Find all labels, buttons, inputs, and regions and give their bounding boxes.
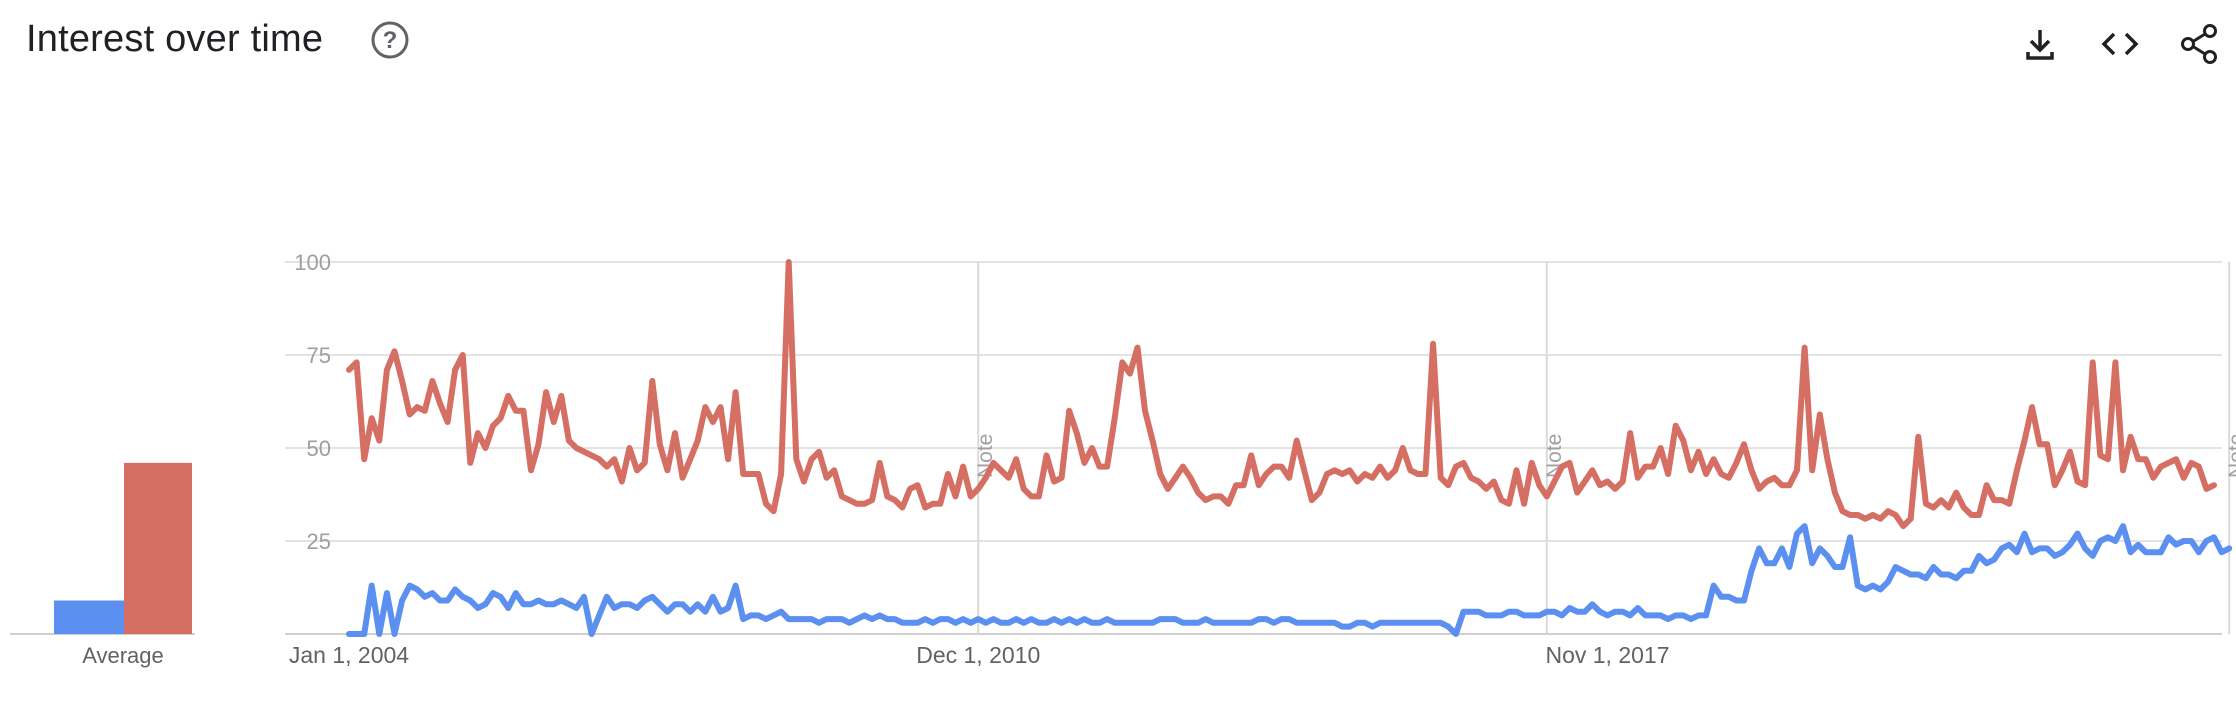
series-line-2 [346,523,2233,637]
code-icon[interactable] [2098,22,2142,66]
x-tick-label: Nov 1, 2017 [1545,642,1669,668]
average-label: Average [82,643,164,668]
svg-text:?: ? [383,27,398,54]
x-tick-label: Jan 1, 2004 [289,642,409,668]
help-circle-icon[interactable]: ? [370,20,410,60]
x-tick-label: Dec 1, 2010 [916,642,1040,668]
y-tick-label: 50 [307,436,331,461]
share-icon[interactable] [2178,22,2222,66]
average-bar-red [124,462,192,634]
chart-title: Interest over time [26,18,324,60]
y-tick-label: 25 [307,529,331,554]
average-bar-blue [54,600,124,634]
y-tick-label: 100 [294,250,331,275]
series-line-1 [346,259,2217,530]
download-icon[interactable] [2018,22,2062,66]
chart-header: Interest over time ? [0,0,2236,90]
note-label: Note [2225,434,2236,478]
y-tick-label: 75 [307,343,331,368]
